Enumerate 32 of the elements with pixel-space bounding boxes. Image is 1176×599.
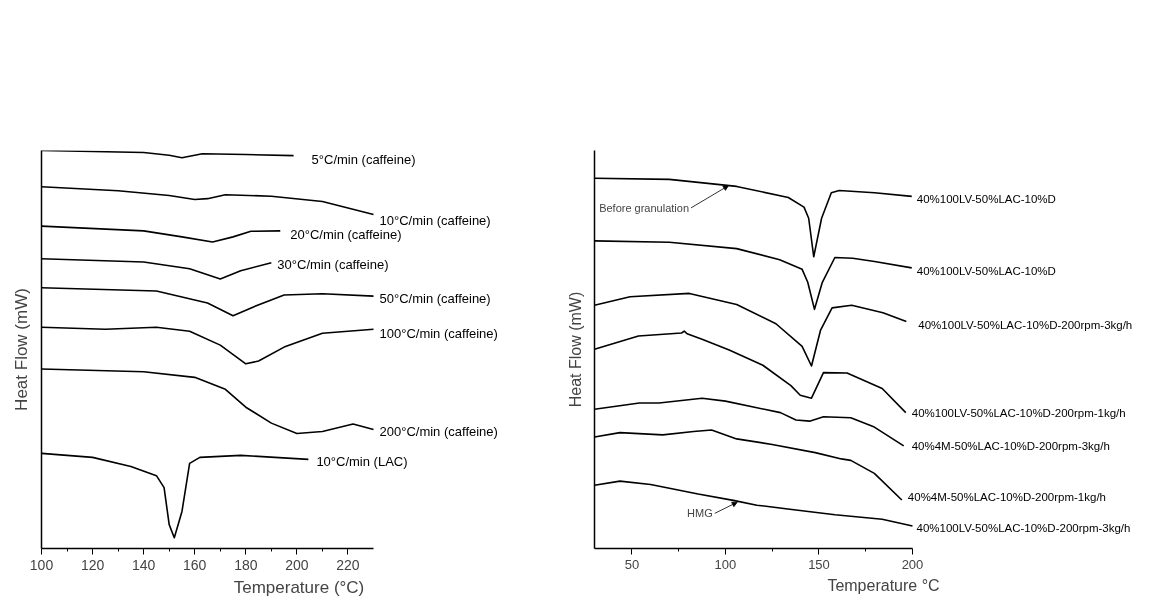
series-label: 200°C/min (caffeine) (379, 424, 498, 439)
x-tick-label: 200 (285, 556, 309, 573)
series-label: 5°C/min (caffeine) (311, 152, 416, 168)
series-label: 40%100LV-50%LAC-10%D (916, 193, 1056, 206)
x-tick-label: 180 (234, 556, 258, 573)
x-axis-title: Temperature °C (827, 576, 940, 594)
annotation: HMG (687, 507, 713, 520)
series-label: 100°C/min (caffeine) (379, 325, 498, 341)
series-label: 40%100LV-50%LAC-10%D (916, 264, 1056, 277)
series-label: 40%4M-50%LAC-10%D-200rpm-3kg/h (911, 439, 1110, 452)
x-tick-label: 100 (29, 556, 54, 573)
x-tick-label: 50 (624, 556, 640, 572)
x-tick-label: 100 (714, 556, 737, 572)
series-label: 40%4M-50%LAC-10%D-200rpm-1kg/h (907, 491, 1106, 503)
x-tick-label: 150 (808, 556, 830, 572)
y-axis-title: Heat Flow (mW) (11, 288, 31, 411)
x-tick-label: 140 (131, 556, 156, 573)
x-tick-label: 120 (80, 556, 105, 573)
annotation: Before granulation (599, 201, 690, 214)
series-label: 20°C/min (caffeine) (290, 227, 402, 243)
x-tick-label: 160 (183, 556, 207, 573)
series-label: 50°C/min (caffeine) (379, 290, 491, 306)
series-label: 10°C/min (LAC) (316, 453, 408, 469)
x-tick-label: 200 (901, 556, 924, 572)
series-label: 30°C/min (caffeine) (277, 257, 389, 273)
series-label: 40%100LV-50%LAC-10%D-200rpm-3kg/h (918, 318, 1133, 331)
series-label: 10°C/min (caffeine) (379, 213, 491, 229)
series-label: 40%100LV-50%LAC-10%D-200rpm-3kg/h (916, 521, 1131, 534)
series-label: 40%100LV-50%LAC-10%D-200rpm-1kg/h (911, 406, 1126, 419)
y-axis-title: Heat Flow (mW) (566, 291, 584, 408)
x-axis-title: Temperature (°C) (233, 577, 365, 597)
x-tick-label: 220 (336, 556, 360, 573)
